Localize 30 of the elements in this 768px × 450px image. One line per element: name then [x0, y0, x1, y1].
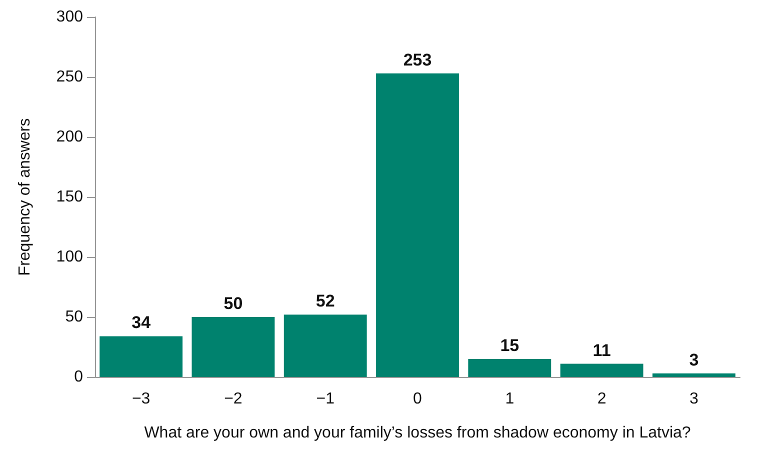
x-tick-label: −1 — [316, 390, 335, 408]
y-tick-label: 50 — [65, 308, 84, 326]
x-tick-label: −2 — [224, 390, 242, 408]
x-tick-label: −3 — [132, 390, 150, 408]
y-axis-title: Frequency of answers — [16, 118, 34, 276]
data-label: 50 — [224, 294, 243, 313]
bar — [376, 73, 459, 377]
y-tick-label: 100 — [56, 248, 84, 266]
x-tick-label: 3 — [689, 390, 698, 408]
y-tick-label: 200 — [56, 128, 84, 146]
data-label: 11 — [592, 340, 611, 360]
x-tick-label: 1 — [505, 390, 514, 408]
bar — [652, 373, 736, 377]
data-label: 253 — [403, 50, 432, 70]
bar — [284, 314, 367, 377]
data-label: 34 — [132, 313, 152, 332]
data-label: 15 — [500, 336, 520, 355]
data-label: 52 — [316, 292, 335, 311]
y-tick-label: 0 — [74, 368, 84, 386]
data-label: 3 — [689, 350, 699, 370]
y-tick-label: 250 — [56, 68, 84, 86]
x-tick-label: 2 — [597, 390, 606, 408]
y-tick-label: 300 — [56, 8, 84, 26]
y-tick-label: 150 — [56, 188, 84, 206]
bar — [560, 364, 644, 377]
x-axis-title: What are your own and your family’s losses from shadow economy in Latvia? — [144, 424, 691, 442]
x-tick-label: 0 — [413, 390, 422, 408]
bar — [468, 359, 552, 377]
bar — [100, 336, 183, 377]
bar — [192, 317, 275, 377]
